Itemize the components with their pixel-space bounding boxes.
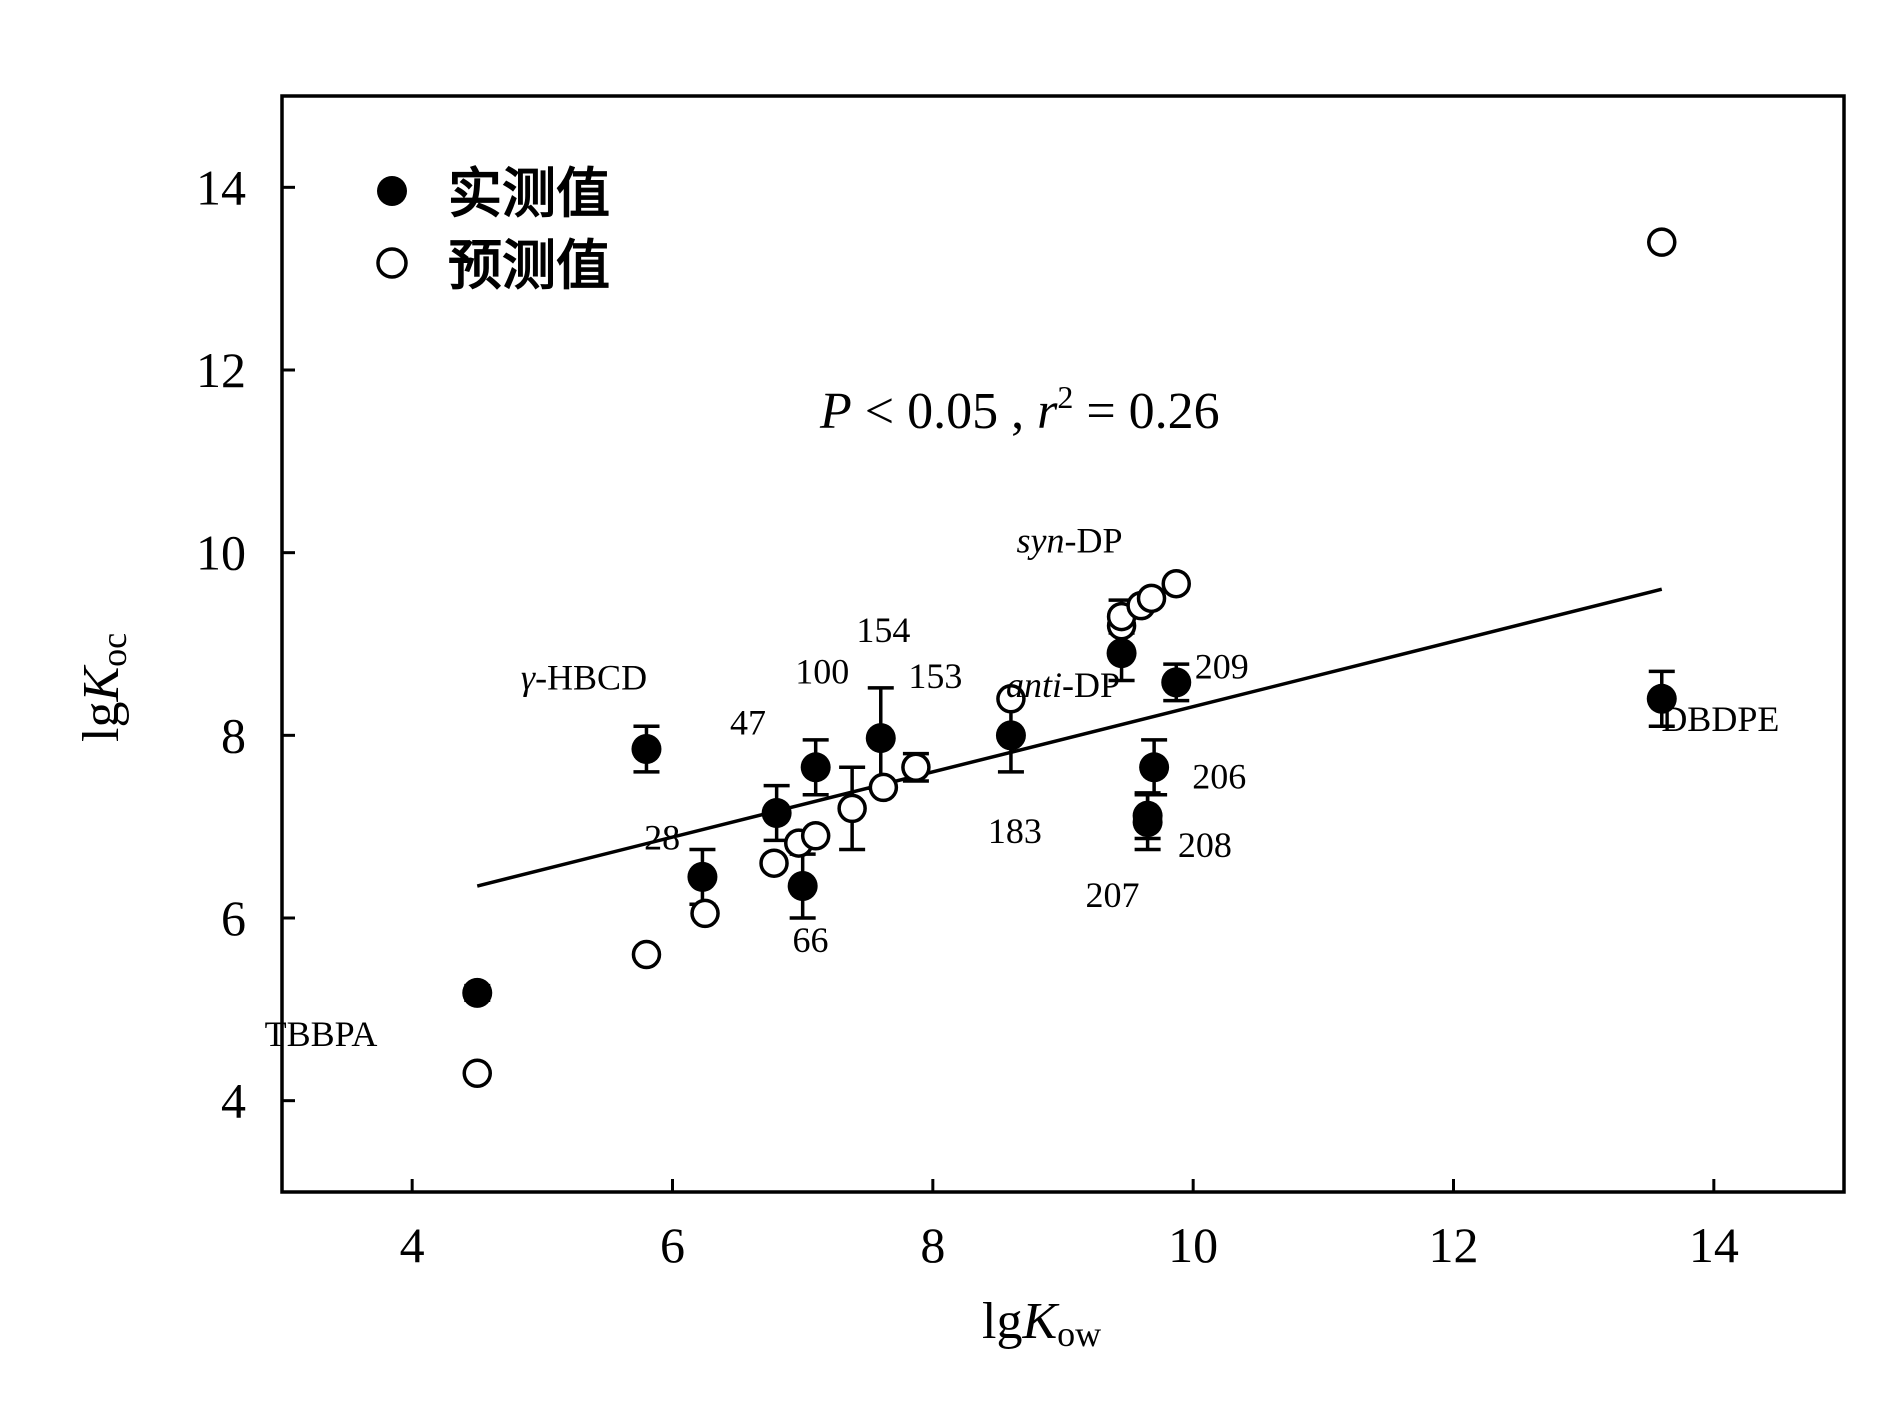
measured-point [462,977,493,1008]
y-axis-ticks: 4 6 8 10 12 14 [196,159,295,1129]
predicted-point [901,752,931,783]
measured-point [995,720,1026,751]
predicted-point [800,821,831,851]
legend: 实测值 预测值 [376,162,610,297]
point-label: 154 [856,610,910,650]
point-label: 47 [730,702,766,742]
y-tick-label: 14 [196,159,246,215]
measured-point [800,752,831,783]
point-label: 100 [795,651,849,691]
point-label: 207 [1085,875,1139,915]
label-rest-part: -DP [1065,521,1123,561]
measured-point [631,734,662,765]
point-label: 66 [792,920,828,960]
predicted-point [631,939,662,970]
stat-p: P [819,383,852,440]
measured-point [865,723,896,754]
label-italic-part: γ [521,658,536,698]
regression-line-group [476,587,1663,888]
data-points [462,227,1677,1089]
predicted-point [996,684,1026,714]
x-axis-title-main: lg [982,1293,1022,1350]
point-label-styled: anti-DP [1006,665,1120,705]
measured-point [1646,683,1677,714]
predicted-point [868,772,899,803]
measured-point [787,871,818,902]
point-label: 209 [1195,647,1249,687]
x-axis-title: lgKow [982,1293,1101,1354]
y-tick-label: 10 [196,525,246,581]
predicted-point [690,898,720,929]
x-axis-ticks: 4 6 8 10 12 14 [400,1179,1739,1273]
predicted-point [1647,227,1677,257]
x-tick-label: 8 [920,1217,945,1273]
measured-point [1132,807,1163,838]
point-label: 206 [1192,756,1246,796]
measured-point [1161,667,1192,698]
x-axis-title-italic: K [1021,1293,1059,1350]
y-tick-label: 4 [221,1073,246,1129]
point-label: 28 [644,818,680,858]
point-label: 208 [1178,825,1232,865]
y-tick-label: 8 [221,707,246,763]
y-axis-title-group: lgKoc [73,633,134,742]
point-label: 183 [988,811,1042,851]
x-tick-label: 4 [400,1217,425,1273]
y-tick-label: 12 [196,342,246,398]
stat-p-rest: < 0.05 , [852,383,1037,440]
point-label-styled: γ-HBCD [521,658,647,698]
label-rest-part: -HBCD [535,658,647,698]
regression-line [476,587,1663,888]
predicted-point [1161,568,1191,599]
point-label: DBDPE [1661,699,1779,739]
x-tick-label: 12 [1429,1217,1479,1273]
point-label: TBBPA [265,1014,378,1054]
stat-annotation: P < 0.05 , r2 = 0.26 [819,379,1220,440]
x-tick-label: 14 [1689,1217,1739,1273]
predicted-point [759,848,789,878]
stat-r-rest: = 0.26 [1073,383,1219,440]
x-axis-title-sub: ow [1057,1314,1101,1354]
y-axis-title-italic: K [73,665,130,703]
label-italic-part: syn [1017,521,1065,561]
y-axis-title-sub: oc [94,633,134,667]
predicted-point [462,1058,492,1089]
stat-r: r [1037,383,1058,440]
legend-marker-predicted [376,247,408,279]
legend-label-measured: 实测值 [448,162,610,225]
label-rest-part: -DP [1062,665,1120,705]
stat-r-sup: 2 [1057,379,1073,415]
point-label-styled: syn-DP [1017,521,1123,561]
point-label: 153 [908,656,962,696]
y-axis-title: lgKoc [73,633,134,742]
measured-point [687,861,718,892]
predicted-point [837,793,867,824]
x-tick-label: 6 [660,1217,685,1273]
x-tick-label: 10 [1168,1217,1218,1273]
plot-frame [280,94,1846,1194]
legend-marker-measured [377,176,407,206]
predicted-point [1136,583,1167,614]
measured-point [1139,752,1170,783]
measured-point [761,797,792,828]
measured-point [1106,638,1137,669]
y-tick-label: 6 [221,890,246,946]
y-axis-title-main: lg [73,702,130,742]
label-italic-part: anti [1006,665,1062,705]
legend-label-predicted: 预测值 [448,234,610,297]
